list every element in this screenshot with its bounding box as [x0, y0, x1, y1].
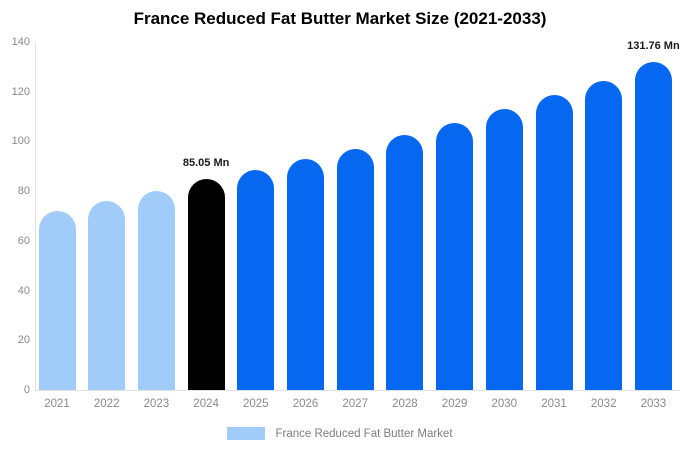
legend: France Reduced Fat Butter Market: [0, 427, 680, 440]
y-tick-0: 0: [23, 384, 30, 396]
x-axis-line: [35, 390, 680, 391]
y-tick-40: 40: [17, 284, 30, 297]
chart-title: France Reduced Fat Butter Market Size (2…: [133, 9, 547, 28]
y-tick-80: 80: [17, 185, 30, 198]
x-tick-2025: 2025: [243, 398, 269, 410]
y-tick-60: 60: [17, 234, 30, 247]
x-tick-2023: 2023: [143, 398, 170, 410]
bar-2022: [88, 201, 126, 390]
y-tick-100: 100: [11, 135, 30, 148]
y-axis-line: [35, 42, 36, 391]
x-tick-2032: 2032: [590, 398, 617, 410]
bar-2029: [436, 122, 474, 390]
x-tick-2024: 2024: [193, 398, 219, 410]
bar-2028: [386, 135, 424, 390]
bar-2025: [237, 170, 275, 390]
bar-value-label-2033: 131.76 Mn: [627, 40, 680, 53]
x-tick-2027: 2027: [342, 398, 368, 410]
legend-label: France Reduced Fat Butter Market: [275, 427, 453, 440]
y-tick-20: 20: [17, 334, 30, 347]
x-tick-2031: 2031: [541, 398, 567, 410]
x-tick-2028: 2028: [392, 398, 418, 410]
bar-2021: [38, 211, 76, 390]
bar-2024: [187, 178, 225, 390]
bar-2032: [585, 80, 623, 390]
x-tick-2030: 2030: [491, 398, 518, 410]
y-tick-140: 140: [11, 36, 30, 48]
bar-2033: [634, 62, 672, 390]
bar-2030: [485, 109, 523, 390]
bar-2026: [287, 158, 324, 390]
bar-2031: [535, 95, 573, 390]
y-tick-120: 120: [11, 85, 30, 98]
x-tick-2029: 2029: [441, 398, 468, 410]
x-tick-2026: 2026: [292, 398, 319, 410]
x-tick-2021: 2021: [44, 398, 70, 410]
bar-value-label-2024: 85.05 Mn: [182, 156, 230, 169]
x-tick-2033: 2033: [640, 398, 667, 410]
bar-2023: [137, 191, 175, 390]
legend-swatch: [227, 427, 266, 440]
bar-2027: [336, 148, 374, 390]
x-tick-2022: 2022: [93, 398, 120, 410]
